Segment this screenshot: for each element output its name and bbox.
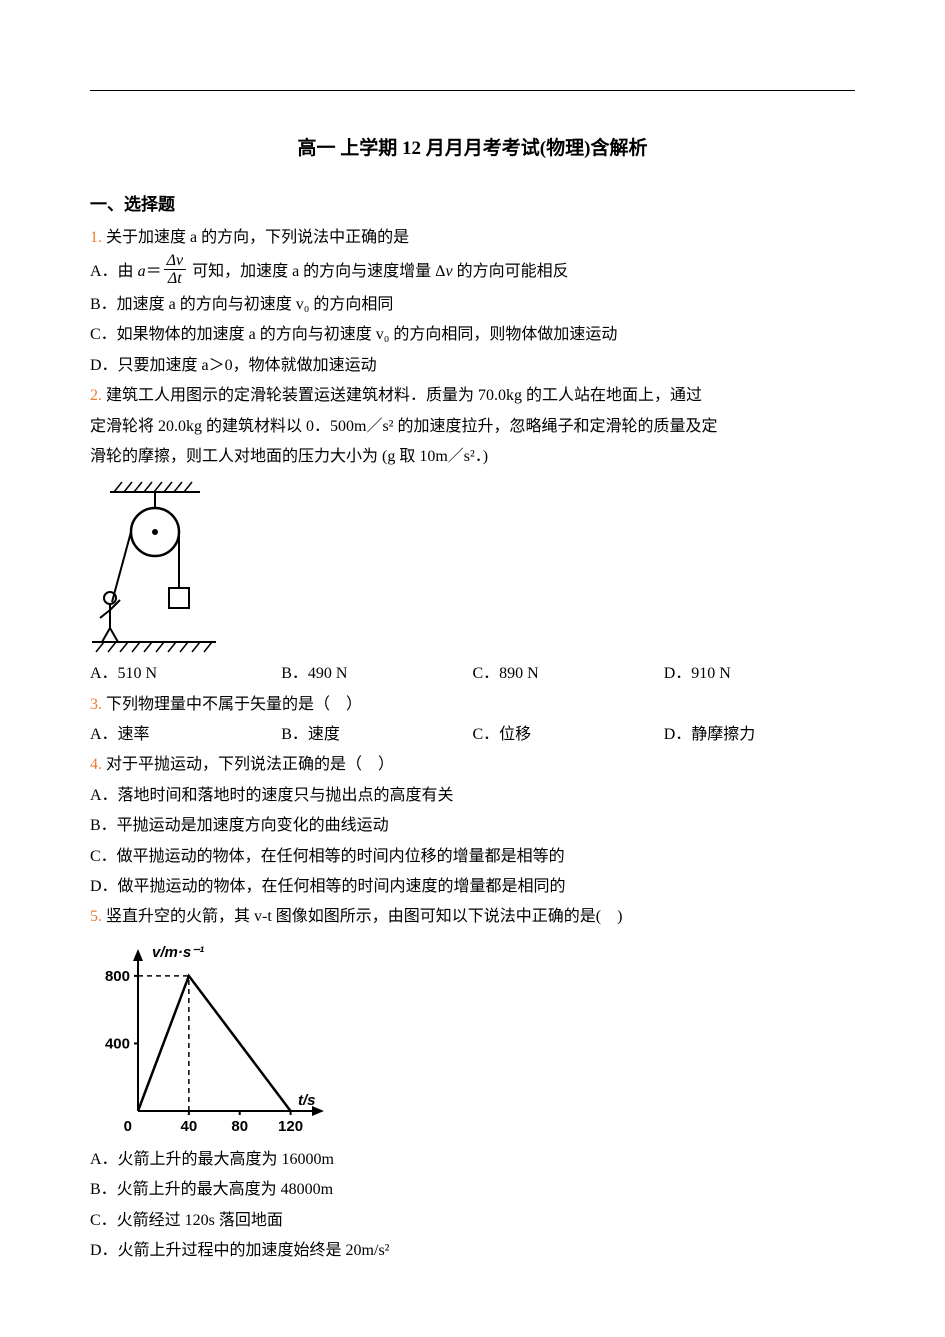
pulley-svg-icon	[90, 480, 220, 655]
q5-optB: B．火箭上升的最大高度为 48000m	[90, 1175, 855, 1205]
svg-text:40: 40	[181, 1118, 198, 1135]
q1-stem-text: 关于加速度 a 的方向，下列说法中正确的是	[106, 229, 409, 246]
section-heading: 一、选择题	[90, 189, 855, 221]
q5-number: 5.	[90, 908, 102, 925]
q4-optB: B．平抛运动是加速度方向变化的曲线运动	[90, 811, 855, 841]
svg-text:800: 800	[105, 968, 130, 985]
fraction-icon: ΔvΔt	[164, 252, 187, 288]
q3-optD: D．静摩擦力	[664, 720, 855, 750]
q2-stem-text1: 建筑工人用图示的定滑轮装置运送建筑材料．质量为 70.0kg 的工人站在地面上，…	[106, 387, 702, 404]
q2-optC: C．890 N	[473, 659, 664, 689]
q1-optB: B．加速度 a 的方向与初速度 v₀ 的方向相同	[90, 290, 855, 320]
q3-optB: B．速度	[281, 720, 472, 750]
svg-text:400: 400	[105, 1035, 130, 1052]
q3-number: 3.	[90, 696, 102, 713]
q4-number: 4.	[90, 756, 102, 773]
q3-options-row: A．速率 B．速度 C．位移 D．静摩擦力	[90, 720, 855, 750]
svg-text:0: 0	[124, 1118, 132, 1135]
frac-num: Δv	[164, 252, 187, 270]
q3-stem: 3. 下列物理量中不属于矢量的是（ ）	[90, 690, 855, 720]
q1-frac-lhs: a	[138, 263, 146, 280]
q5-stem-text: 竖直升空的火箭，其 v-t 图像如图所示，由图可知以下说法中正确的是( )	[106, 908, 622, 925]
q4-optC: C．做平抛运动的物体，在任何相等的时间内位移的增量都是相等的	[90, 842, 855, 872]
q1-number: 1.	[90, 229, 102, 246]
frac-den: Δt	[164, 269, 187, 288]
vt-chart-svg: 400 800 0 40 80 120 v/m·s⁻¹ t/s	[90, 941, 330, 1141]
q3-stem-text: 下列物理量中不属于矢量的是（ ）	[106, 696, 362, 713]
q1-optA-post: 的方向可能相反	[453, 263, 569, 280]
q1-optD: D．只要加速度 a＞0，物体就做加速运动	[90, 351, 855, 381]
exam-page: 高一 上学期 12 月月月考考试(物理)含解析 一、选择题 1. 关于加速度 a…	[0, 0, 945, 1326]
q2-number: 2.	[90, 387, 102, 404]
q4-stem-text: 对于平抛运动，下列说法正确的是（ ）	[106, 756, 394, 773]
q1-optC: C．如果物体的加速度 a 的方向与初速度 v₀ 的方向相同，则物体做加速运动	[90, 320, 855, 350]
top-horizontal-rule	[90, 90, 855, 91]
svg-text:80: 80	[231, 1118, 248, 1135]
pulley-figure	[90, 480, 855, 655]
q2-optA: A．510 N	[90, 659, 281, 689]
q5-optA: A．火箭上升的最大高度为 16000m	[90, 1145, 855, 1175]
q3-optA: A．速率	[90, 720, 281, 750]
q1-stem: 1. 关于加速度 a 的方向，下列说法中正确的是	[90, 223, 855, 253]
q1-frac-eq: ＝	[146, 263, 162, 280]
q5-optC: C．火箭经过 120s 落回地面	[90, 1206, 855, 1236]
q4-stem: 4. 对于平抛运动，下列说法正确的是（ ）	[90, 750, 855, 780]
q3-optC: C．位移	[473, 720, 664, 750]
q1-optA: A．由 a＝ΔvΔt 可知，加速度 a 的方向与速度增量 Δv 的方向可能相反	[90, 254, 855, 290]
svg-text:v/m·s⁻¹: v/m·s⁻¹	[152, 944, 204, 961]
svg-text:120: 120	[278, 1118, 303, 1135]
q2-stem-l3: 滑轮的摩擦，则工人对地面的压力大小为 (g 取 10m／s²．)	[90, 442, 855, 472]
q4-optA: A．落地时间和落地时的速度只与抛出点的高度有关	[90, 781, 855, 811]
q5-optD: D．火箭上升过程中的加速度始终是 20m/s²	[90, 1236, 855, 1266]
q5-stem: 5. 竖直升空的火箭，其 v-t 图像如图所示，由图可知以下说法中正确的是( )	[90, 902, 855, 932]
q1-optA-mid: 可知，加速度 a 的方向与速度增量 Δ	[192, 263, 445, 280]
delta-v-symbol: v	[445, 263, 452, 280]
q2-stem-l2: 定滑轮将 20.0kg 的建筑材料以 0．500m／s² 的加速度拉升，忽略绳子…	[90, 412, 855, 442]
q2-options-row: A．510 N B．490 N C．890 N D．910 N	[90, 659, 855, 689]
vt-chart-figure: 400 800 0 40 80 120 v/m·s⁻¹ t/s	[90, 941, 855, 1141]
q1-optA-pre: A．由	[90, 263, 138, 280]
q4-optD: D．做平抛运动的物体，在任何相等的时间内速度的增量都是相同的	[90, 872, 855, 902]
q2-stem-l1: 2. 建筑工人用图示的定滑轮装置运送建筑材料．质量为 70.0kg 的工人站在地…	[90, 381, 855, 411]
q2-optB: B．490 N	[281, 659, 472, 689]
q2-optD: D．910 N	[664, 659, 855, 689]
page-title: 高一 上学期 12 月月月考考试(物理)含解析	[90, 131, 855, 167]
svg-text:t/s: t/s	[298, 1092, 316, 1109]
